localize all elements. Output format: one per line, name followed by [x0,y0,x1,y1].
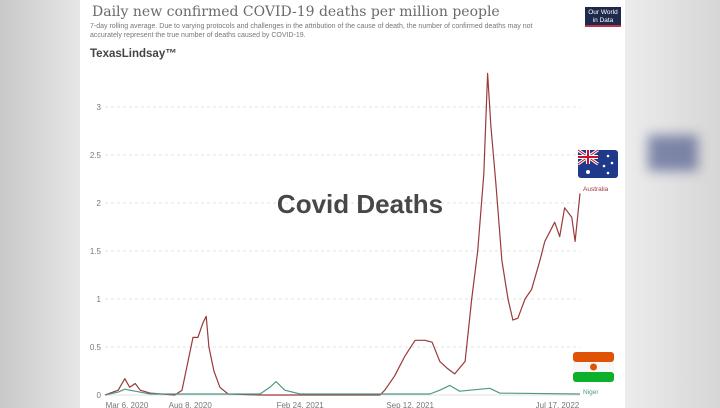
niger-flag-icon [573,352,614,382]
logo-line1: Our World [588,9,618,16]
series-line-australia [104,72,581,396]
series-label-niger: Niger [583,389,599,396]
blurred-flag [648,135,698,171]
y-tick-label: 0.5 [90,343,102,352]
y-tick-label: 1 [97,295,102,304]
series-line-niger [104,381,581,396]
y-tick-label: 2 [97,199,102,208]
series-label-australia: Australia [583,186,609,193]
overlay-title: Covid Deaths [277,189,443,219]
video-frame-left [0,0,80,408]
x-tick-label: Mar 6, 2020 [106,401,149,408]
chart-subtitle: 7-day rolling average. Due to varying pr… [90,23,533,39]
x-tick-label: Feb 24, 2021 [277,401,325,408]
y-tick-label: 3 [97,103,102,112]
video-frame-right [625,0,720,408]
chart-title: Daily new confirmed COVID-19 deaths per … [92,4,500,20]
x-tick-label: Sep 12, 2021 [386,401,434,408]
chart-card: Daily new confirmed COVID-19 deaths per … [80,0,625,408]
x-tick-label: Jul 17, 2022 [536,401,580,408]
logo-line2: in Data [592,16,614,24]
y-tick-label: 1.5 [90,247,102,256]
y-tick-label: 2.5 [90,151,102,160]
owid-logo[interactable]: Our World in Data [585,7,621,27]
y-tick-label: 0 [97,391,102,400]
brand-watermark: TexasLindsay™ [90,48,177,60]
australia-flag-icon [577,148,618,178]
x-tick-label: Aug 8, 2020 [169,401,213,408]
